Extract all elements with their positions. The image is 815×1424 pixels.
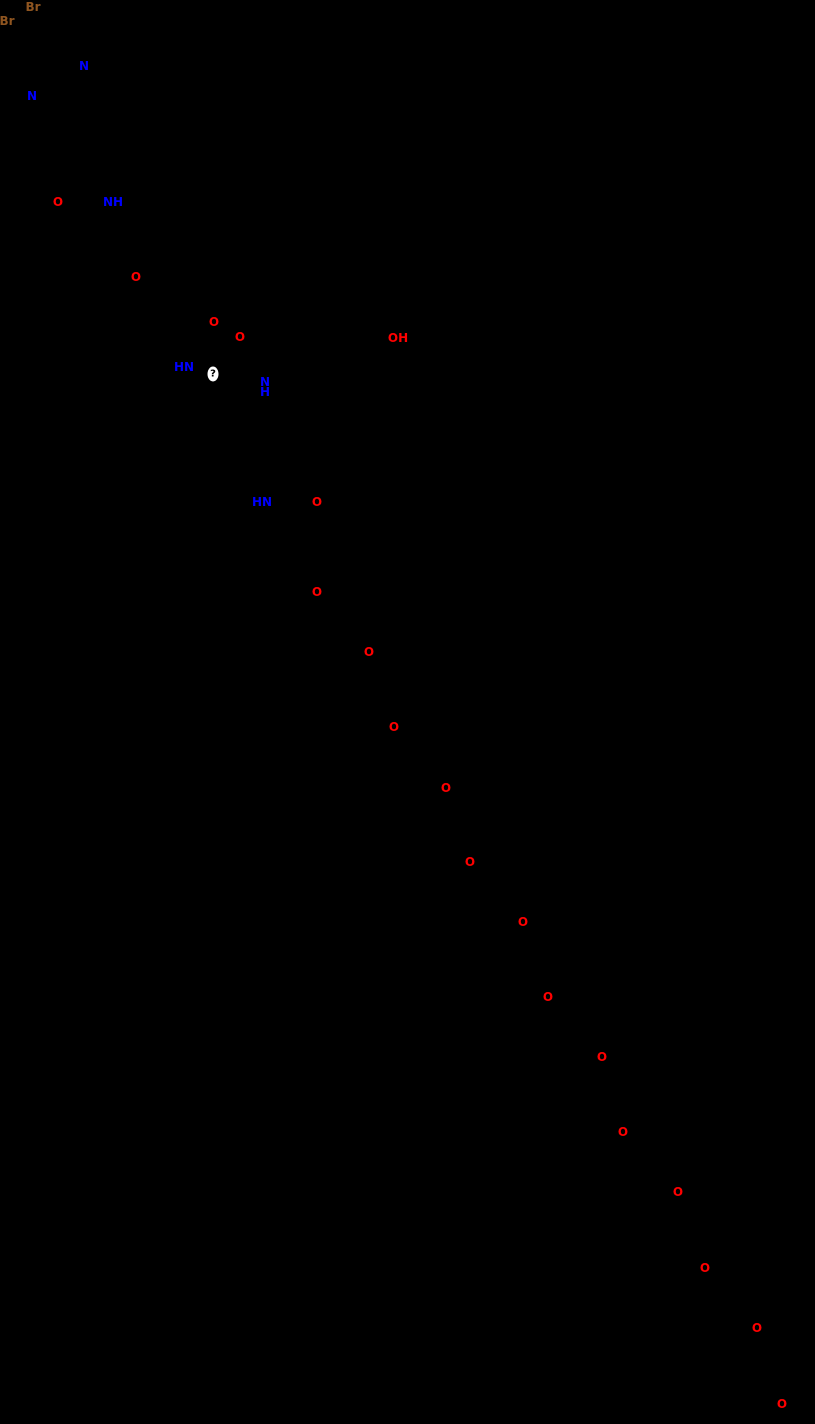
atom-label-n-2: N [26,89,38,103]
atom-label-o-15: O [672,1185,684,1199]
atom-label-o-3: O [208,315,220,329]
atom-label-o-18: O [776,1397,788,1411]
atom-label-nh-1: NH [102,195,124,209]
atom-label-hn-1: HN [173,360,195,374]
atom-label-o-9: O [440,781,452,795]
atom-label-br-2: Br [0,14,15,28]
atom-label-oh-1: OH [387,331,409,345]
atom-label-o-8: O [388,720,400,734]
atom-label-o-1: O [52,195,64,209]
atom-label-o-12: O [542,990,554,1004]
atom-label-hn-2: HN [251,495,273,509]
atom-label-o-7: O [363,645,375,659]
atom-label-o-17: O [751,1321,763,1335]
atom-label-o-2: O [130,270,142,284]
atom-label-o-6: O [311,585,323,599]
atom-label-n-1: N [78,59,90,73]
atom-label-o-13: O [596,1050,608,1064]
atom-label-o-11: O [517,915,529,929]
atom-label-o-10: O [464,855,476,869]
atom-label-o-5: O [311,495,323,509]
atom-label-o-4: O [234,330,246,344]
atom-label-n-3: N [259,375,271,389]
stereo-unknown-marker: ? [207,366,219,382]
atom-label-o-16: O [699,1261,711,1275]
atom-label-h-3: H [259,385,271,399]
atom-label-o-14: O [617,1125,629,1139]
atom-label-br-1: Br [25,0,41,14]
